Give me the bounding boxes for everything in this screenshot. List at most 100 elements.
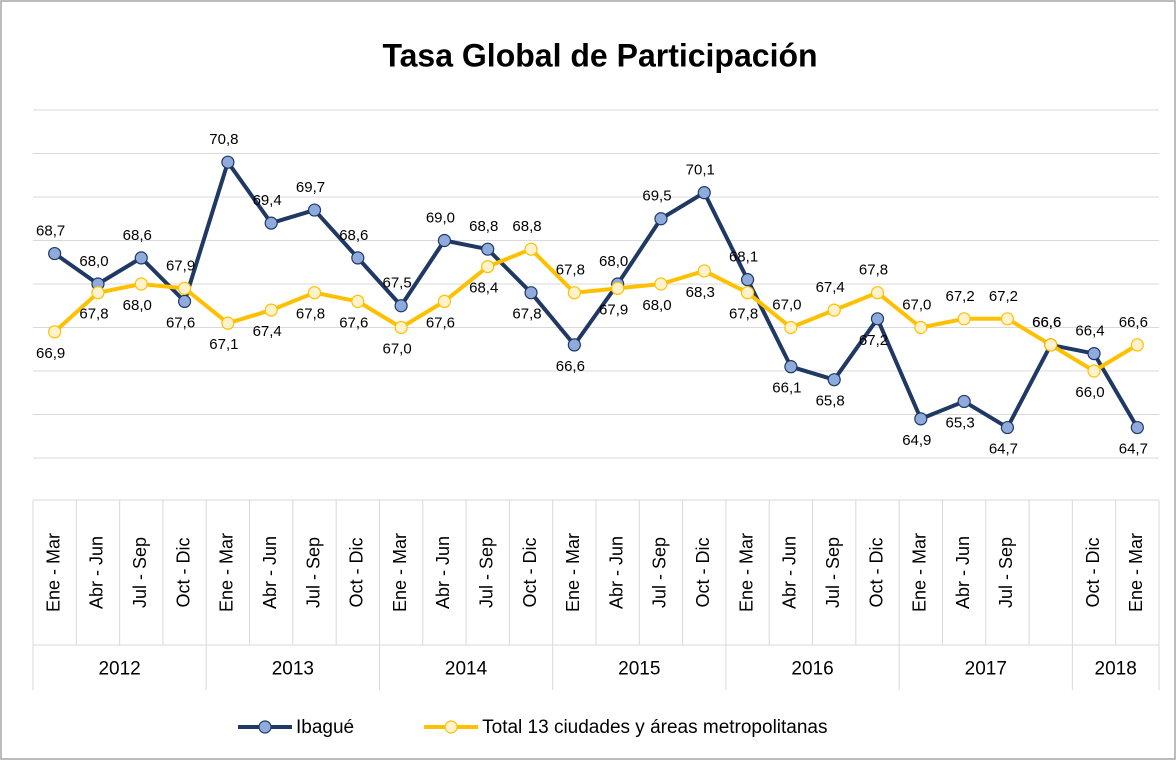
legend-marker xyxy=(444,720,458,734)
data-label: 66,0 xyxy=(1075,384,1104,401)
data-point xyxy=(1000,312,1015,326)
data-label: 68,0 xyxy=(123,297,152,314)
group-label: 2015 xyxy=(618,659,660,680)
data-point xyxy=(177,281,192,295)
data-point xyxy=(827,373,841,387)
data-point xyxy=(394,299,408,313)
x-tick-label: Ene - Mar xyxy=(563,533,583,612)
x-tick-label: Oct - Dic xyxy=(693,538,713,608)
data-label: 66,6 xyxy=(1119,314,1148,331)
x-tick-label: Jul - Sep xyxy=(303,537,323,608)
data-point xyxy=(134,277,148,291)
data-point xyxy=(870,312,885,326)
data-label: 65,3 xyxy=(946,414,975,431)
data-label: 67,5 xyxy=(383,275,412,292)
data-label: 67,8 xyxy=(729,306,758,323)
data-label: 65,8 xyxy=(816,393,845,410)
data-label: 69,0 xyxy=(426,209,455,226)
data-point xyxy=(957,312,971,326)
x-tick-label: Oct - Dic xyxy=(347,538,367,608)
data-point xyxy=(351,294,365,308)
data-label: 68,4 xyxy=(469,280,498,297)
data-point xyxy=(567,286,581,300)
data-label: 67,6 xyxy=(426,314,455,331)
x-tick-label: Abr - Jun xyxy=(260,536,280,609)
data-label: 70,1 xyxy=(686,162,715,179)
data-point xyxy=(437,233,452,248)
x-tick-label: Jul - Sep xyxy=(996,537,1016,608)
data-point xyxy=(567,338,581,352)
x-tick-label: Abr - Jun xyxy=(606,536,626,609)
data-label: 67,6 xyxy=(166,314,195,331)
data-label: 69,7 xyxy=(296,179,325,196)
x-tick-label: Ene - Mar xyxy=(390,533,410,612)
data-point xyxy=(307,286,322,300)
data-point xyxy=(524,242,538,256)
data-point xyxy=(221,155,235,169)
legend-marker xyxy=(258,720,272,734)
data-point xyxy=(697,186,711,200)
x-tick-label: Ene - Mar xyxy=(1126,533,1146,612)
data-label: 67,2 xyxy=(859,332,888,349)
data-point xyxy=(740,273,755,287)
group-label: 2014 xyxy=(445,659,488,680)
x-tick-label: Ene - Mar xyxy=(910,533,930,612)
data-label: 70,8 xyxy=(209,131,238,148)
x-tick-label: Abr - Jun xyxy=(433,536,453,609)
data-label: 67,8 xyxy=(296,306,325,323)
x-tick-label: Jul - Sep xyxy=(823,537,843,608)
series-line xyxy=(53,247,1139,373)
data-label: 68,1 xyxy=(729,249,758,266)
data-label: 68,0 xyxy=(79,253,108,270)
data-label: 67,0 xyxy=(383,340,412,357)
data-point xyxy=(611,281,625,295)
data-label: 67,2 xyxy=(946,288,975,305)
x-tick-label: Abr - Jun xyxy=(87,536,107,609)
data-label: 67,9 xyxy=(166,257,195,274)
data-label: 68,3 xyxy=(686,284,715,301)
data-label: 67,8 xyxy=(556,262,585,279)
legend-label: Ibagué xyxy=(296,717,354,738)
data-point xyxy=(48,246,62,261)
data-point xyxy=(827,303,841,317)
data-label: 66,4 xyxy=(1075,323,1104,340)
data-label: 66,6 xyxy=(1032,314,1061,331)
data-point xyxy=(1087,364,1101,378)
data-label: 66,6 xyxy=(1032,314,1061,331)
data-point xyxy=(957,394,971,409)
data-point xyxy=(177,294,192,308)
group-label: 2016 xyxy=(791,659,833,680)
data-label: 66,9 xyxy=(36,345,65,362)
data-label: 67,8 xyxy=(79,306,108,323)
data-label: 66,6 xyxy=(556,358,585,375)
data-label: 67,4 xyxy=(253,323,282,340)
data-point xyxy=(48,325,62,339)
x-tick-label: Oct - Dic xyxy=(1083,538,1103,608)
data-label: 64,7 xyxy=(989,441,1018,458)
series-line xyxy=(53,160,1140,430)
data-point xyxy=(1130,338,1144,352)
data-point xyxy=(481,242,495,256)
data-label: 68,6 xyxy=(123,227,152,244)
x-tick-label: Jul - Sep xyxy=(130,537,150,608)
group-label: 2017 xyxy=(965,659,1007,680)
x-tick-label: Jul - Sep xyxy=(476,537,496,608)
data-point xyxy=(784,320,798,335)
data-point xyxy=(870,286,885,300)
data-point xyxy=(524,286,538,300)
data-point xyxy=(264,303,278,317)
data-label: 68,7 xyxy=(36,223,65,240)
chart-title: Tasa Global de Participación xyxy=(382,37,817,73)
data-label: 67,0 xyxy=(772,296,801,313)
data-label: 67,6 xyxy=(339,314,368,331)
data-point xyxy=(351,251,365,265)
data-label: 68,0 xyxy=(599,253,628,270)
data-label: 64,9 xyxy=(902,432,931,449)
data-point xyxy=(654,212,668,226)
data-label: 67,9 xyxy=(599,301,628,318)
data-point xyxy=(784,360,798,374)
data-point xyxy=(481,260,495,274)
x-tick-label: Jul - Sep xyxy=(650,537,670,608)
data-label: 64,7 xyxy=(1119,441,1148,458)
